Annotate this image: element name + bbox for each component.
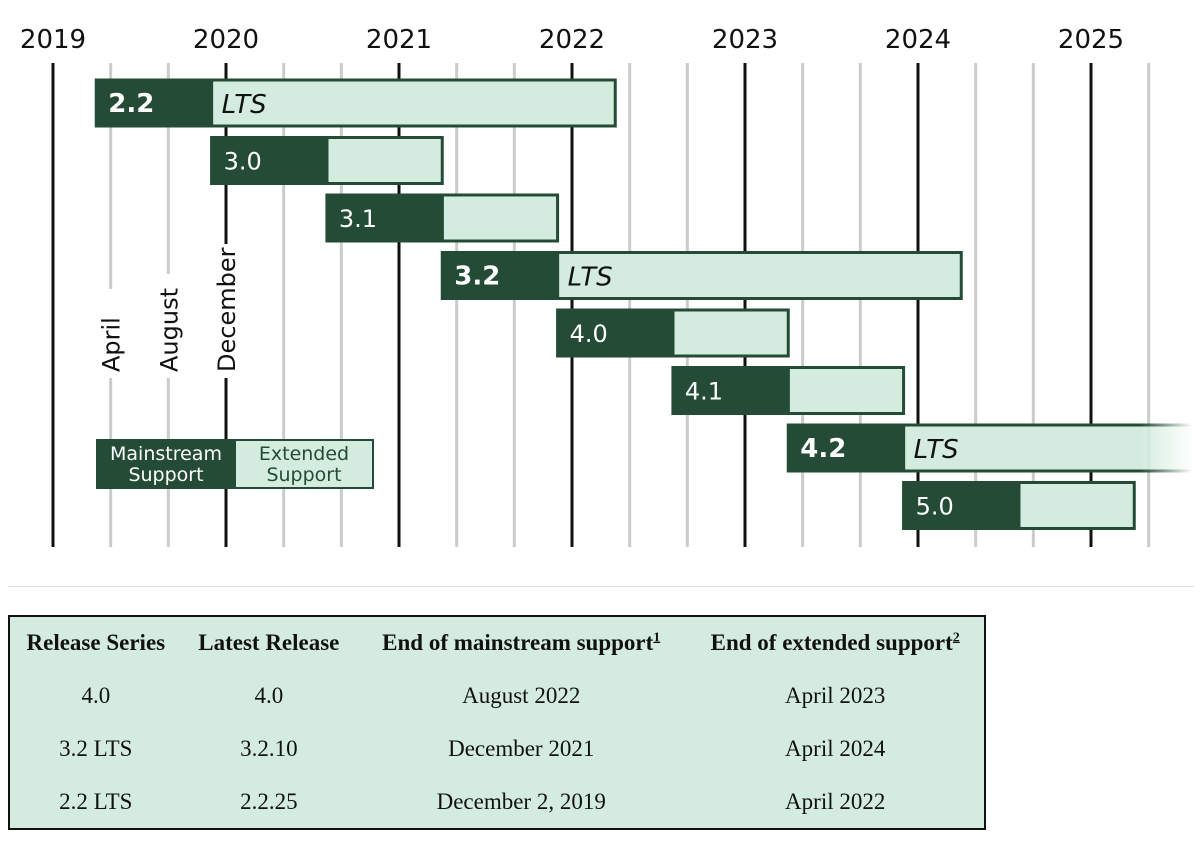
cell-release-series: 3.2 LTS <box>59 735 133 761</box>
legend-extended-swatch <box>234 439 374 489</box>
header-end-mainstream: End of mainstream support1 <box>382 630 661 655</box>
year-label: 2025 <box>1058 25 1124 55</box>
month-label-background <box>211 244 241 378</box>
table-row: 2.2 LTS 2.2.25 December 2, 2019 April 20… <box>9 775 985 829</box>
release-bar-3-2: 3.2 LTS <box>440 251 963 300</box>
month-markers: April August December <box>95 244 241 378</box>
version-label: 4.1 <box>685 378 723 406</box>
extended-support-segment <box>210 78 617 128</box>
extended-support-segment <box>786 366 906 415</box>
cell-end-mainstream: December 2021 <box>448 735 595 761</box>
legend-extended-label: Extended <box>259 443 349 465</box>
month-label: April <box>98 317 126 372</box>
cell-latest-release: 2.2.25 <box>240 788 298 814</box>
table-row: 3.2 LTS 3.2.10 December 2021 April 2024 <box>9 722 985 775</box>
cell-latest-release: 3.2.10 <box>240 735 298 761</box>
cell-latest-release: 4.0 <box>254 682 284 708</box>
version-label: 3.0 <box>224 148 262 176</box>
mainstream-support-segment <box>902 481 1021 530</box>
release-bar-5-0: 5.0 <box>902 481 1136 530</box>
month-label: December <box>213 247 241 372</box>
extended-support-segment <box>325 136 444 185</box>
month-marker-august: August <box>153 274 184 378</box>
release-timeline-chart: 2019 2020 2021 2022 2023 2024 2025 April August… <box>20 25 1194 547</box>
release-bar-2-2: 2.2 LTS <box>94 78 617 128</box>
month-label-background <box>153 274 184 378</box>
version-label: 2.2 <box>108 89 154 119</box>
cell-release-series: 2.2 LTS <box>59 788 133 814</box>
lts-label: LTS <box>568 263 613 293</box>
mainstream-support-segment <box>671 366 790 415</box>
extended-support-segment <box>671 308 790 358</box>
year-label: 2021 <box>366 25 432 55</box>
section-divider <box>8 586 1194 587</box>
version-label: 4.0 <box>570 320 608 348</box>
table-header-row: Release Series Latest Release End of mai… <box>9 616 985 669</box>
release-bar-3-1: 3.1 <box>325 193 560 243</box>
lts-label: LTS <box>914 435 959 465</box>
release-bar-4-2: 4.2 LTS <box>786 423 1194 473</box>
mainstream-support-segment <box>325 193 444 243</box>
year-label: 2020 <box>193 25 259 55</box>
cell-end-mainstream: December 2, 2019 <box>436 788 606 814</box>
extended-support-segment <box>440 193 560 243</box>
release-table: Release Series Latest Release End of mai… <box>8 615 986 830</box>
legend-mainstream-label: Support <box>128 464 203 486</box>
release-bar-4-1: 4.1 <box>671 366 906 415</box>
release-bar-3-0: 3.0 <box>210 136 444 185</box>
table-row: 4.0 4.0 August 2022 April 2023 <box>9 669 985 722</box>
month-label-background <box>95 289 126 378</box>
legend-mainstream-label: Mainstream <box>110 443 222 465</box>
year-label: 2019 <box>20 25 86 55</box>
header-release-series: Release Series <box>26 630 166 655</box>
release-bars: 2.2 LTS 3.0 3.1 3.2 LTS 4.0 4.1 4.2 LTS 5.0 <box>94 78 1194 530</box>
footnote-2-link[interactable]: 2 <box>952 630 960 646</box>
mainstream-support-segment <box>556 308 675 358</box>
version-label: 4.2 <box>800 434 846 464</box>
month-label: August <box>155 288 183 372</box>
extended-support-segment <box>1017 481 1136 530</box>
mainstream-support-segment <box>94 78 214 128</box>
mainstream-support-segment <box>786 423 906 473</box>
extended-support-segment <box>556 251 963 300</box>
cell-end-extended: April 2022 <box>785 788 886 814</box>
month-marker-april: April <box>95 289 126 378</box>
mainstream-support-segment <box>440 251 560 300</box>
version-label: 3.1 <box>339 205 377 233</box>
mainstream-support-segment <box>210 136 329 185</box>
release-bar-4-0: 4.0 <box>556 308 790 358</box>
cell-end-extended: April 2024 <box>785 735 886 761</box>
month-marker-december: December <box>211 244 241 378</box>
lts-label: LTS <box>222 90 267 120</box>
year-label: 2023 <box>712 25 778 55</box>
year-axis-labels: 2019 2020 2021 2022 2023 2024 2025 <box>20 25 1124 55</box>
header-end-extended: End of extended support2 <box>710 630 960 655</box>
cell-end-extended: April 2023 <box>785 682 886 708</box>
version-label: 3.2 <box>454 262 500 292</box>
version-label: 5.0 <box>916 493 954 521</box>
legend-extended-label: Support <box>266 464 341 486</box>
footnote-1-link[interactable]: 1 <box>653 630 661 646</box>
year-label: 2024 <box>885 25 951 55</box>
header-latest-release: Latest Release <box>198 630 340 655</box>
cell-release-series: 4.0 <box>81 682 111 708</box>
legend-mainstream-swatch <box>96 439 236 489</box>
cell-end-mainstream: August 2022 <box>462 682 581 708</box>
year-label: 2022 <box>539 25 605 55</box>
